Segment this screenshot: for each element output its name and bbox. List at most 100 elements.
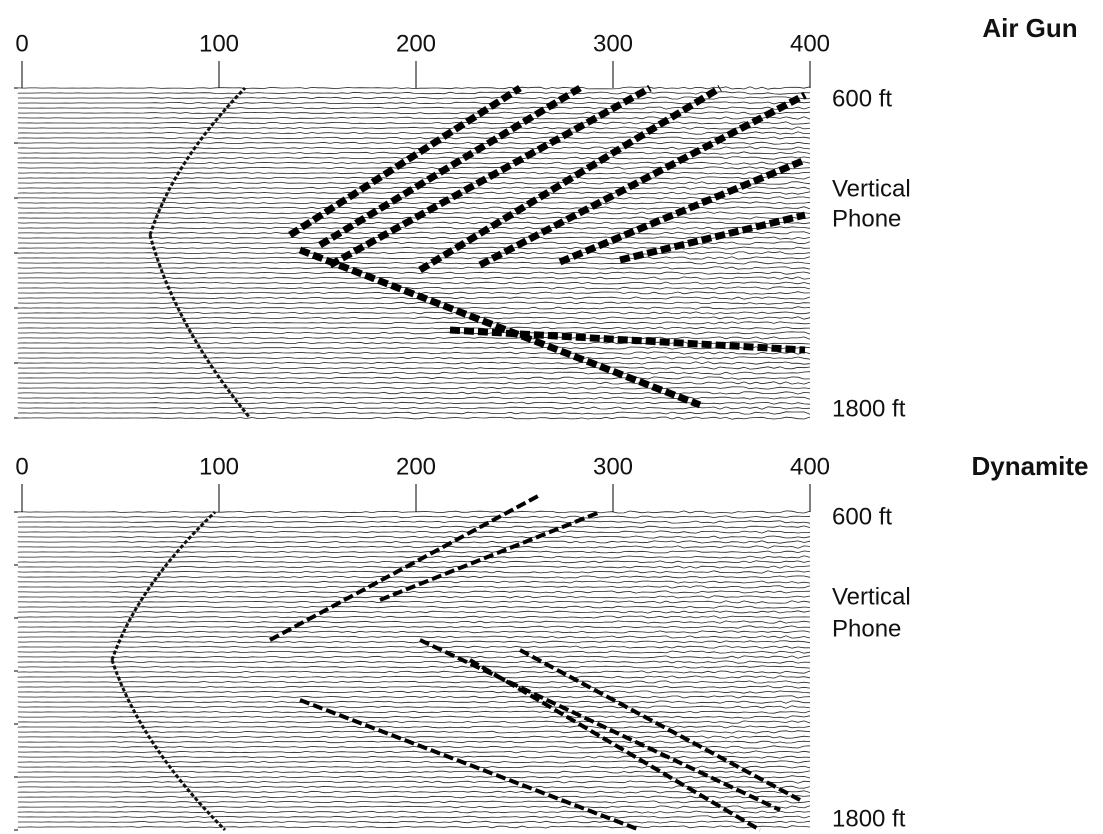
trace: [18, 267, 810, 269]
x-tick-label: 400: [790, 453, 830, 480]
trace: [18, 302, 810, 304]
trace: [18, 751, 810, 753]
trace: [18, 656, 810, 658]
seismic-event: [300, 250, 700, 405]
trace: [18, 756, 810, 758]
trace: [18, 546, 810, 548]
trace: [18, 142, 810, 144]
trace: [18, 412, 810, 415]
trace: [18, 327, 810, 329]
trace: [18, 681, 810, 683]
trace: [18, 691, 810, 693]
trace: [18, 92, 810, 94]
trace: [18, 701, 810, 703]
trace: [18, 536, 810, 538]
trace: [18, 382, 810, 384]
x-tick-label: 100: [199, 30, 239, 57]
trace: [18, 197, 810, 199]
trace: [18, 372, 810, 375]
trace: [18, 776, 810, 778]
trace: [18, 516, 810, 518]
x-tick-label: 100: [199, 453, 239, 480]
trace: [18, 132, 810, 134]
trace: [18, 227, 810, 229]
trace: [18, 611, 810, 613]
trace: [18, 377, 810, 379]
trace: [18, 87, 810, 89]
trace: [18, 232, 810, 234]
trace: [18, 796, 810, 798]
trace: [18, 127, 810, 129]
seismic-event: [470, 660, 760, 830]
trace: [18, 661, 810, 663]
trace: [18, 322, 810, 324]
trace: [18, 811, 810, 813]
trace: [18, 172, 810, 174]
side-label: Phone: [832, 205, 901, 232]
trace-lines: [18, 511, 810, 828]
trace: [18, 362, 810, 364]
trace: [18, 397, 810, 399]
trace: [18, 347, 810, 349]
trace: [18, 706, 810, 708]
trace: [18, 746, 810, 748]
trace: [18, 646, 810, 648]
trace: [18, 631, 810, 633]
trace: [18, 112, 810, 114]
side-label: 600 ft: [832, 85, 892, 112]
trace: [18, 801, 810, 803]
trace: [18, 287, 810, 289]
panel-title: Air Gun: [982, 13, 1077, 43]
trace: [18, 781, 810, 783]
seismic-panel: 0100200300400Dynamite600 ftVerticalPhone…: [14, 451, 1089, 832]
seismic-event: [620, 215, 805, 260]
trace: [18, 596, 810, 598]
trace: [18, 531, 810, 533]
side-label: Vertical: [832, 175, 911, 202]
trace: [18, 571, 810, 573]
trace: [18, 277, 810, 279]
trace: [18, 257, 810, 259]
first-arrival: [112, 660, 225, 830]
trace: [18, 297, 810, 299]
trace: [18, 816, 810, 818]
seismic-event: [420, 88, 720, 270]
trace: [18, 526, 810, 528]
side-label: Vertical: [832, 583, 911, 610]
trace: [18, 167, 810, 169]
trace: [18, 651, 810, 653]
trace: [18, 407, 810, 409]
trace: [18, 626, 810, 628]
trace: [18, 117, 810, 119]
trace: [18, 417, 810, 419]
x-tick-label: 0: [15, 30, 28, 57]
trace: [18, 392, 810, 394]
x-tick-label: 200: [396, 30, 436, 57]
trace: [18, 711, 810, 713]
trace: [18, 806, 810, 809]
seismic-event: [320, 88, 580, 245]
trace: [18, 187, 810, 189]
trace: [18, 641, 810, 643]
trace: [18, 591, 810, 593]
trace: [18, 312, 810, 314]
trace: [18, 566, 810, 568]
x-tick-label: 300: [593, 30, 633, 57]
trace: [18, 601, 810, 603]
trace: [18, 367, 810, 369]
side-label: 1800 ft: [832, 395, 906, 422]
trace: [18, 262, 810, 264]
trace: [18, 307, 810, 309]
side-label: 600 ft: [832, 503, 892, 530]
trace: [18, 212, 810, 214]
trace: [18, 636, 810, 638]
trace: [18, 137, 810, 139]
trace: [18, 282, 810, 284]
x-tick-label: 300: [593, 453, 633, 480]
trace: [18, 761, 810, 763]
trace: [18, 162, 810, 164]
trace: [18, 826, 810, 828]
trace: [18, 676, 810, 678]
trace: [18, 551, 810, 553]
